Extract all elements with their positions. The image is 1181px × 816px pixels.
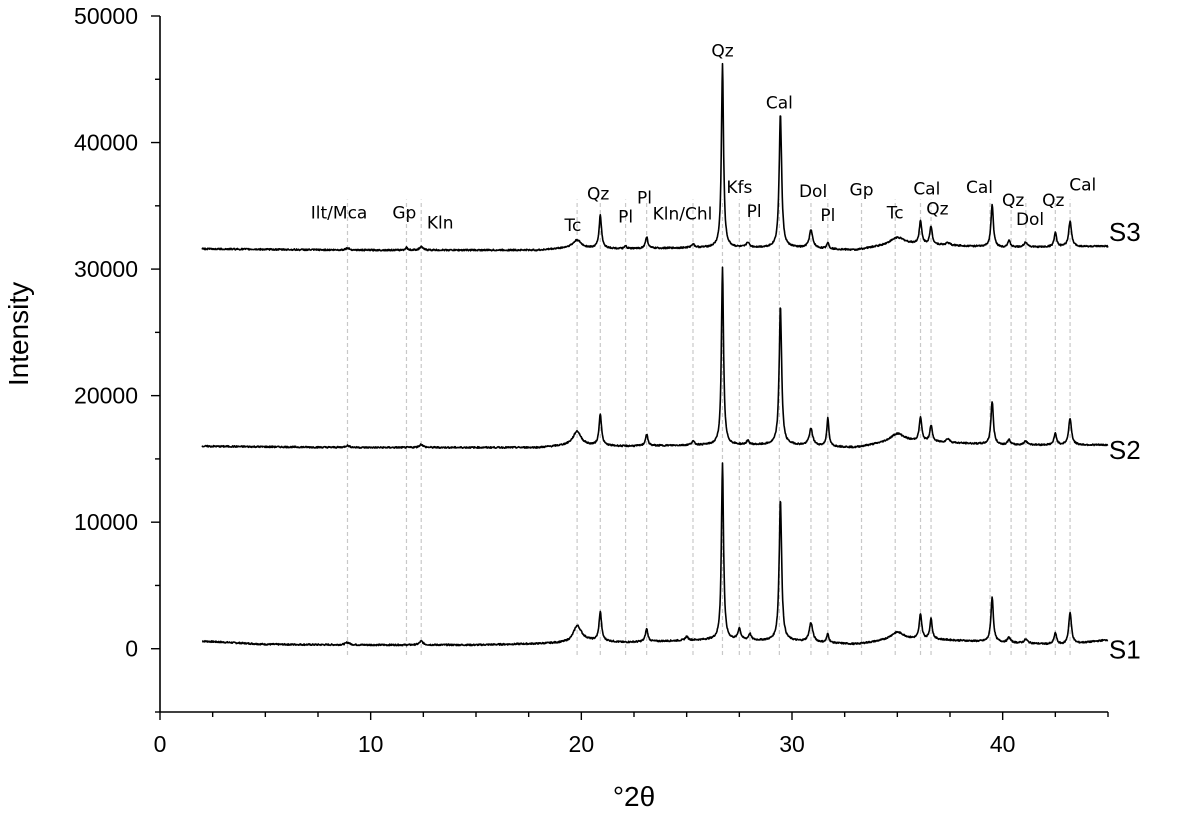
x-tick-label: 10 [358, 731, 384, 757]
y-tick-label: 40000 [74, 130, 138, 156]
peak-annotation: Qz [711, 41, 733, 61]
peak-annotation: Cal [1069, 176, 1096, 196]
peak-annotation: Qz [926, 200, 948, 220]
phase-reference-lines [346, 199, 1071, 656]
x-axis-title: °2θ [613, 781, 655, 812]
peak-annotation: Tc [886, 203, 904, 223]
peak-annotation: Pl [820, 206, 835, 226]
series-line-s1 [201, 462, 1109, 647]
x-tick-label: 40 [990, 731, 1016, 757]
peak-annotation: Dol [1016, 210, 1044, 230]
x-tick-label: 30 [779, 731, 805, 757]
axes: 0 10 20 30 40 0 10000 20000 30000 40000 50000 [74, 3, 1109, 757]
y-tick-label: 30000 [74, 256, 138, 282]
series-line-s3 [201, 62, 1109, 252]
peak-annotation: Pl [747, 202, 762, 222]
x-tick-label: 20 [569, 731, 595, 757]
series-label-s1: S1 [1109, 635, 1141, 665]
y-axis-title: Intensity [3, 282, 34, 386]
peak-annotation: Kln [427, 214, 454, 234]
peak-annotation: Pl [618, 207, 633, 227]
series-line-s2 [201, 266, 1109, 449]
x-tick-label: 0 [154, 731, 167, 757]
peak-annotation: Cal [913, 179, 940, 199]
peak-annotation: Dol [799, 182, 827, 202]
peak-annotation: Tc [563, 216, 581, 236]
peak-annotation: Kfs [726, 178, 752, 198]
peak-annotation: Qz [1002, 191, 1024, 211]
peak-annotation: Pl [637, 188, 652, 208]
peak-annotation: Cal [766, 93, 793, 113]
y-tick-label: 0 [125, 636, 138, 662]
peak-annotation: Gp [392, 203, 416, 223]
peak-annotation: Ilt/Mca [311, 203, 368, 223]
peak-annotation: Gp [850, 181, 874, 201]
peak-annotation: Qz [587, 184, 609, 204]
y-tick-label: 10000 [74, 509, 138, 535]
series-label-s3: S3 [1109, 217, 1141, 247]
y-tick-label: 20000 [74, 383, 138, 409]
peak-annotation: Kln/Chl [653, 205, 713, 225]
series-label-s2: S2 [1109, 435, 1141, 465]
peak-annotation: Cal [966, 178, 993, 198]
diffraction-series [201, 62, 1109, 647]
peak-annotation: Qz [1042, 191, 1064, 211]
series-labels: S1 S2 S3 [1109, 217, 1141, 665]
y-tick-label: 50000 [74, 3, 138, 29]
